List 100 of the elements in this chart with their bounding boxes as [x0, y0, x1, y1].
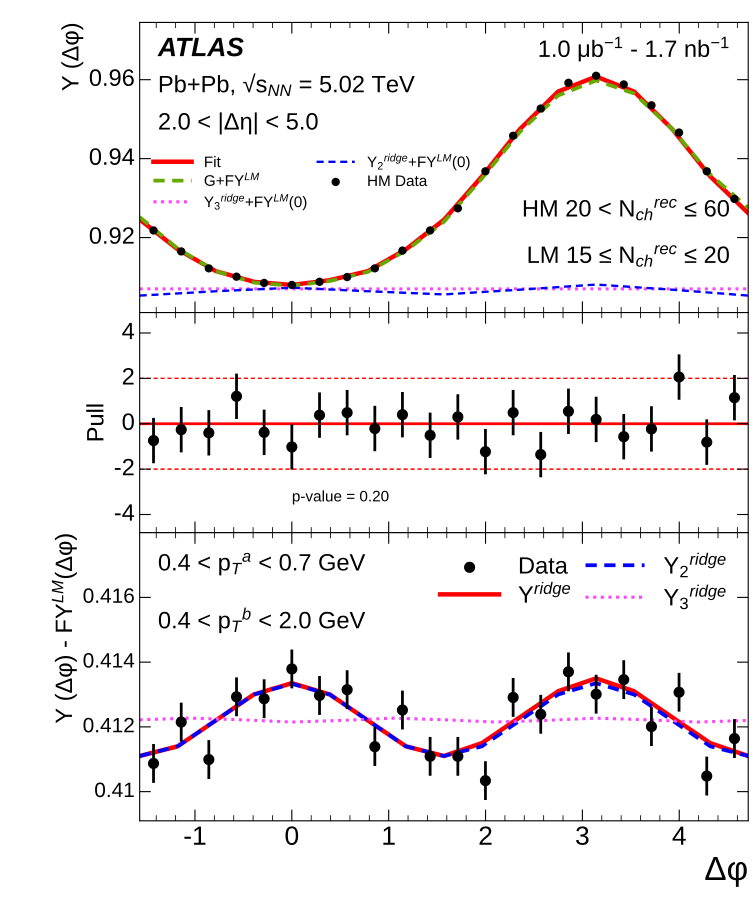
point	[176, 716, 187, 728]
point	[230, 390, 242, 402]
point	[480, 446, 491, 458]
point	[203, 754, 214, 766]
legend-label: G+FY$^{LM}$	[204, 172, 260, 186]
point	[673, 371, 685, 383]
x-tick-label: 1	[383, 826, 395, 845]
legend-label: Y$_{2}$$^{ridge}$	[664, 552, 726, 578]
point	[618, 431, 630, 442]
annotation: 2.0 < |Δη| < 5.0	[159, 112, 318, 134]
x-tick-label: 4	[672, 826, 686, 845]
x-tick-label: 3	[576, 826, 589, 846]
legend-label: Y$_{3}$$^{ridge}$+FY$^{LM}$(0)	[204, 194, 306, 210]
legend-label: Fit	[205, 156, 221, 168]
point	[535, 449, 546, 460]
point	[536, 104, 545, 113]
point	[370, 264, 379, 273]
point	[204, 264, 213, 273]
point	[426, 226, 434, 235]
point	[730, 194, 739, 204]
point	[232, 272, 241, 281]
annotation: 1.0 μb$^{−1}$ - 1.7 nb$^{−1}$	[540, 36, 728, 62]
point	[396, 409, 408, 420]
point	[562, 406, 574, 417]
y-axis-title: Y (Δφ) - FY$^{LM}$(Δφ)	[52, 534, 77, 724]
point	[647, 101, 656, 110]
y-tick-label: 0.92	[90, 227, 134, 244]
point	[396, 704, 408, 716]
point	[149, 226, 158, 235]
point	[701, 770, 712, 782]
point	[258, 426, 270, 438]
y-tick-label: 0	[122, 413, 134, 430]
y-tick-label: 0.414	[84, 652, 134, 668]
legend-label: HM Data	[368, 175, 428, 186]
point	[452, 750, 464, 762]
point	[424, 750, 436, 762]
point	[728, 392, 740, 404]
point	[508, 692, 519, 703]
point	[148, 758, 160, 770]
y-axis-title: Pull	[86, 404, 104, 440]
point	[315, 278, 324, 286]
point	[701, 436, 712, 448]
point	[314, 410, 326, 421]
point	[646, 721, 658, 732]
annotation: Pb+Pb, √s$_{NN}$ = 5.02 TeV	[160, 74, 415, 96]
y-tick-label: 0.41	[95, 782, 134, 798]
point	[286, 663, 298, 674]
point	[177, 247, 186, 256]
point	[702, 167, 711, 176]
y-tick-label: 0.94	[90, 148, 134, 165]
annotation: 0.4 < p$_{T}$$^{b}$ < 2.0 GeV	[158, 608, 366, 634]
point	[148, 434, 160, 446]
point	[564, 78, 573, 88]
point	[618, 674, 630, 686]
legend-label: Y$_{2}$$^{ridge}$+FY$^{LM}$(0)	[367, 154, 470, 170]
point	[424, 430, 436, 441]
annotation: LM 15 ≤ N$_{ch}$$^{rec}$ ≤ 20	[528, 245, 729, 267]
point	[592, 72, 600, 80]
x-tick-label: 2	[480, 826, 492, 845]
point	[728, 732, 740, 744]
point	[674, 128, 684, 137]
point	[481, 167, 490, 176]
point	[288, 280, 296, 290]
y-tick-label: -2	[114, 458, 134, 476]
point	[398, 246, 407, 255]
y-axis-title: Y (Δφ)	[61, 24, 84, 91]
point	[590, 414, 602, 425]
annotation: ATLAS	[157, 38, 244, 56]
point	[342, 272, 352, 282]
annotation: HM 20 < N$_{ch}$$^{rec}$ ≤ 60	[524, 198, 729, 220]
point	[620, 80, 628, 89]
point	[230, 691, 242, 702]
point	[369, 422, 380, 434]
y-tick-label: 2	[122, 368, 134, 384]
point	[673, 686, 685, 698]
point	[480, 775, 491, 786]
y-tick-label: 0.412	[84, 718, 134, 732]
point	[590, 688, 602, 700]
annotation: p-value = 0.20	[292, 490, 389, 505]
point	[314, 690, 326, 702]
point	[508, 407, 519, 418]
legend-label: Y$_{3}$$^{ridge}$	[664, 584, 726, 610]
legend-label: Data	[520, 557, 568, 574]
point	[646, 423, 658, 435]
y-tick-label: -4	[114, 504, 134, 521]
legend-label: Y$^{ridge}$	[518, 582, 570, 603]
point	[176, 424, 187, 436]
point	[452, 411, 464, 422]
annotation: 0.4 < p$_{T}$$^{a}$ < 0.7 GeV	[158, 552, 366, 576]
point	[454, 204, 462, 213]
y-tick-label: 0.416	[84, 588, 134, 603]
point	[342, 684, 353, 696]
x-axis-title: Δφ	[705, 857, 747, 887]
point	[342, 407, 353, 418]
x-tick-label: 0	[286, 826, 298, 846]
point	[203, 427, 214, 438]
point	[535, 708, 546, 720]
y-tick-label: 0.96	[90, 69, 134, 86]
point	[258, 693, 270, 704]
point	[286, 441, 298, 452]
